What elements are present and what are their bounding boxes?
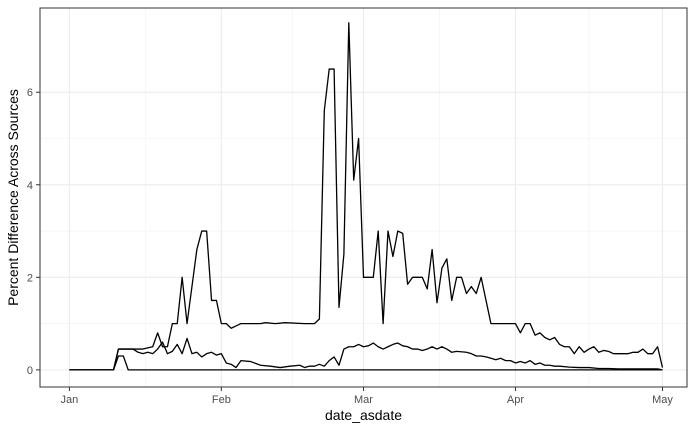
series-line-2 (69, 337, 663, 371)
y-tick-label: 6 (27, 87, 33, 99)
y-tick-label: 0 (27, 365, 33, 377)
y-tick-label: 2 (27, 272, 33, 284)
y-axis-title: Percent Difference Across Sources (5, 89, 21, 306)
x-axis-title: date_asdate (325, 407, 402, 423)
y-axis: 0 2 4 6 (27, 87, 40, 377)
x-tick-label: May (652, 394, 673, 406)
y-tick-label: 4 (27, 180, 33, 192)
x-axis: Jan Feb Mar Apr May (61, 387, 673, 406)
x-tick-label: Apr (507, 394, 524, 406)
x-tick-label: Jan (61, 394, 79, 406)
x-tick-label: Mar (354, 394, 373, 406)
series-line-3 (69, 355, 663, 371)
series-layer (69, 22, 664, 371)
x-tick-label: Feb (212, 394, 231, 406)
series-line-1 (69, 22, 664, 371)
